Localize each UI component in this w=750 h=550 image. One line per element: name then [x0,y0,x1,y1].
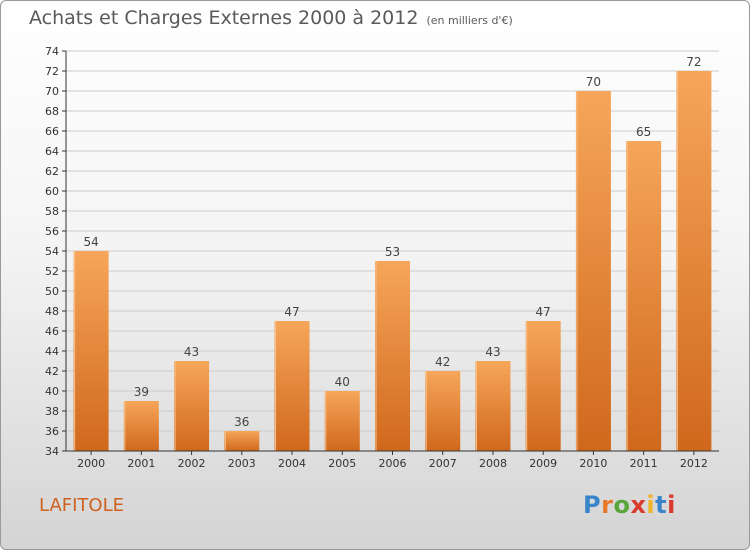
x-tick-label: 2004 [278,457,306,470]
x-tick-label: 2001 [127,457,155,470]
y-tick-label: 68 [45,105,59,118]
logo-letter: x [630,491,647,519]
y-tick-label: 50 [45,285,59,298]
y-tick-label: 70 [45,85,59,98]
y-tick-label: 36 [45,425,59,438]
data-label: 47 [284,305,299,319]
data-label: 72 [686,55,701,69]
chart-title-text: Achats et Charges Externes 2000 à 2012 [29,7,419,29]
bar [475,361,511,451]
y-tick-label: 74 [45,45,59,58]
y-tick-label: 40 [45,385,59,398]
bar [324,391,360,451]
data-label: 70 [586,75,601,89]
chart-title: Achats et Charges Externes 2000 à 2012 (e… [29,7,513,29]
data-label: 42 [435,355,450,369]
x-tick-label: 2011 [630,457,658,470]
x-tick-label: 2005 [328,457,356,470]
y-tick-label: 44 [45,345,59,358]
data-label: 39 [134,385,149,399]
data-label: 53 [385,245,400,259]
bars [73,71,712,451]
y-tick-label: 66 [45,125,59,138]
y-tick-label: 52 [45,265,59,278]
y-tick-label: 72 [45,65,59,78]
data-label: 43 [485,345,500,359]
x-tick-label: 2003 [228,457,256,470]
y-tick-label: 64 [45,145,59,158]
bar [525,321,561,451]
proxiti-logo: Proxiti [583,491,676,519]
bar [174,361,210,451]
y-tick-label: 60 [45,185,59,198]
chart-unit-note: (en milliers d'€) [426,14,513,27]
axes [62,50,719,455]
y-tick-label: 56 [45,225,59,238]
data-label: 43 [184,345,199,359]
x-tick-label: 2009 [529,457,557,470]
bar [676,71,712,451]
x-tick-label: 2002 [178,457,206,470]
logo-letter: r [601,491,614,519]
bar [425,371,461,451]
y-tick-label: 38 [45,405,59,418]
logo-letter: t [655,491,668,519]
data-label: 54 [83,235,98,249]
bar [375,261,410,451]
data-label: 40 [335,375,350,389]
logo-letter: o [613,491,631,519]
y-tick-label: 62 [45,165,59,178]
bar [73,251,109,451]
y-tick-label: 54 [45,245,59,258]
logo-letter: P [583,491,602,519]
y-tick-label: 46 [45,325,59,338]
data-label: 65 [636,125,651,139]
data-label: 47 [536,305,551,319]
data-label: 36 [234,415,249,429]
logo-letter: i [646,491,656,519]
x-tick-label: 2008 [479,457,507,470]
logo-letter: i [667,491,676,519]
labels: 34 36 38 40 42 44 46 48 50 52 54 56 58 60 62 64 66 68 70 72… [45,45,708,470]
place-name: LAFITOLE [39,495,124,516]
y-tick-label: 48 [45,305,59,318]
y-tick-label: 58 [45,205,59,218]
x-tick-label: 2012 [680,457,708,470]
x-tick-label: 2007 [429,457,457,470]
bar [575,91,611,451]
bar [224,431,260,451]
y-tick-label: 34 [45,445,59,458]
x-tick-label: 2006 [379,457,407,470]
bar [274,321,310,451]
bar [626,141,662,451]
x-tick-label: 2000 [77,457,105,470]
bar [123,401,159,451]
x-tick-label: 2010 [579,457,607,470]
y-tick-label: 42 [45,365,59,378]
